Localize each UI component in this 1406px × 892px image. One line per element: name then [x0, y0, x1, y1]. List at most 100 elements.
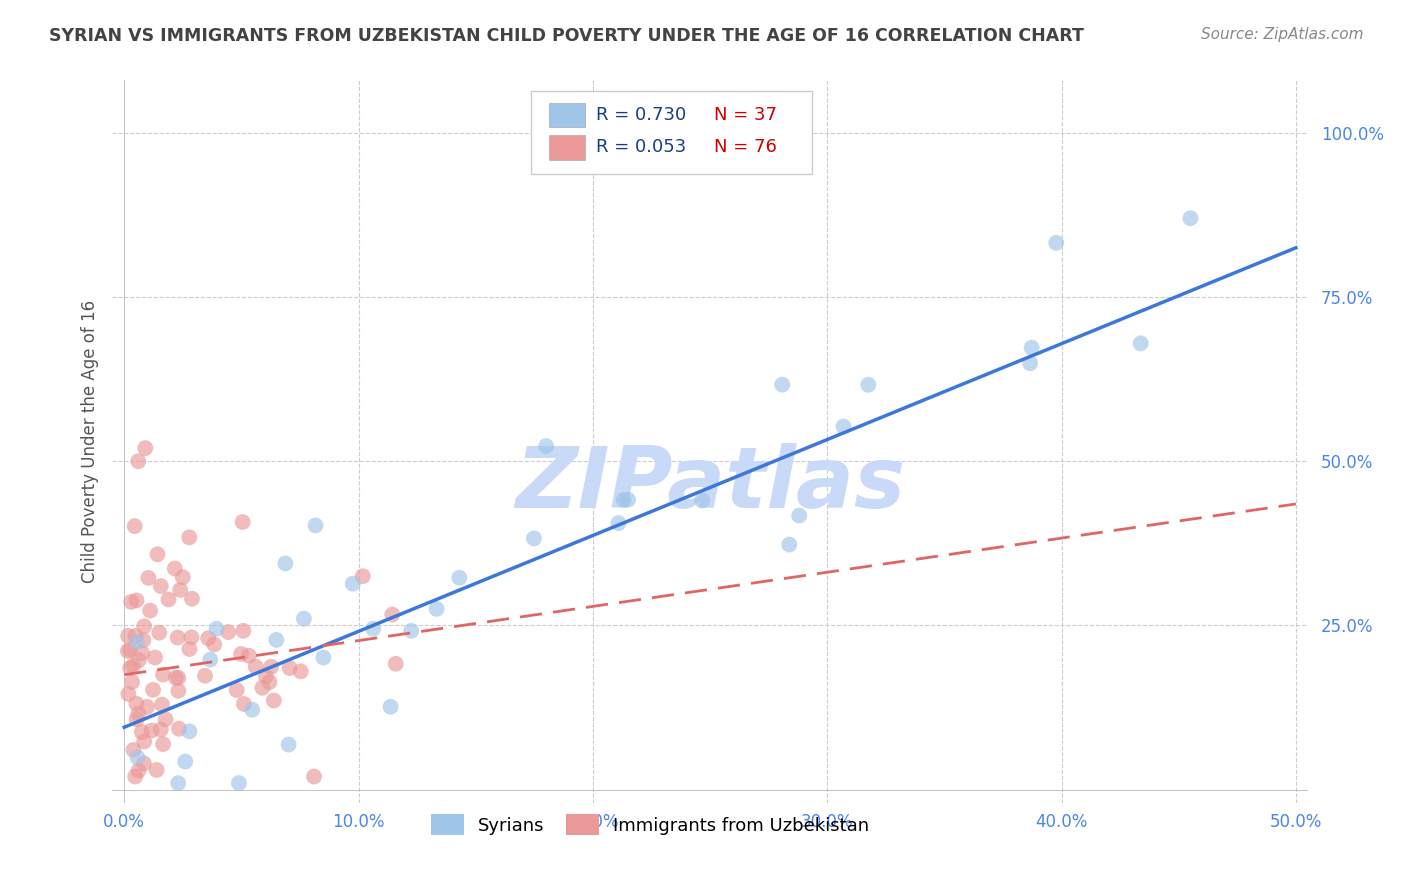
Point — [613, 492, 636, 507]
Point — [149, 723, 172, 737]
Point — [778, 537, 800, 551]
Point — [617, 492, 640, 507]
Point — [120, 661, 142, 675]
Text: R = 0.053: R = 0.053 — [596, 138, 686, 156]
Point — [143, 650, 166, 665]
Text: R = 0.730: R = 0.730 — [596, 106, 686, 124]
Text: N = 37: N = 37 — [714, 106, 776, 124]
Point — [277, 738, 299, 752]
Point — [127, 750, 149, 764]
Point — [141, 723, 163, 738]
Point — [342, 576, 364, 591]
Point — [167, 722, 190, 736]
Point — [197, 632, 219, 646]
Point — [1180, 211, 1202, 226]
Point — [179, 530, 201, 544]
Point — [128, 653, 150, 667]
Text: Source: ZipAtlas.com: Source: ZipAtlas.com — [1201, 27, 1364, 42]
Point — [169, 582, 191, 597]
Point — [127, 454, 149, 468]
Point — [125, 697, 148, 711]
Point — [122, 658, 145, 673]
Point — [449, 571, 471, 585]
FancyBboxPatch shape — [548, 136, 585, 160]
Point — [254, 669, 277, 683]
Point — [152, 667, 174, 681]
Point — [134, 734, 156, 748]
Point — [232, 697, 254, 711]
Point — [139, 604, 162, 618]
Point — [167, 671, 190, 685]
Point — [202, 637, 225, 651]
Point — [167, 776, 190, 790]
Point — [128, 764, 150, 778]
Point — [302, 770, 325, 784]
Point — [165, 671, 187, 685]
Point — [690, 493, 713, 508]
Point — [787, 508, 810, 523]
Point — [138, 571, 160, 585]
Point — [229, 647, 252, 661]
Text: SYRIAN VS IMMIGRANTS FROM UZBEKISTAN CHILD POVERTY UNDER THE AGE OF 16 CORRELATI: SYRIAN VS IMMIGRANTS FROM UZBEKISTAN CHI… — [49, 27, 1084, 45]
FancyBboxPatch shape — [531, 91, 811, 174]
Point — [132, 756, 155, 771]
Point — [278, 661, 301, 675]
Point — [150, 698, 173, 712]
Point — [1019, 356, 1042, 370]
Point — [259, 675, 281, 690]
Point — [136, 699, 159, 714]
Text: ZIPatlas: ZIPatlas — [515, 443, 905, 526]
Point — [381, 607, 404, 622]
Point — [181, 591, 204, 606]
Point — [200, 653, 222, 667]
Point — [232, 624, 254, 638]
Point — [179, 724, 201, 739]
Point — [384, 657, 406, 671]
Point — [146, 547, 169, 561]
Point — [260, 659, 283, 673]
Point — [124, 519, 146, 533]
Point — [121, 674, 143, 689]
Point — [127, 706, 149, 721]
Point — [380, 699, 402, 714]
Point — [534, 439, 557, 453]
Point — [232, 515, 254, 529]
Point — [148, 625, 170, 640]
Point — [399, 624, 422, 638]
Y-axis label: Child Poverty Under the Age of 16: Child Poverty Under the Age of 16 — [80, 300, 98, 583]
Point — [274, 557, 297, 571]
Point — [134, 619, 156, 633]
Point — [205, 622, 228, 636]
Point — [217, 625, 239, 640]
FancyBboxPatch shape — [548, 103, 585, 128]
Point — [149, 579, 172, 593]
Point — [125, 593, 148, 607]
Point — [179, 642, 201, 657]
Point — [157, 592, 180, 607]
Point — [167, 683, 190, 698]
Point — [120, 595, 142, 609]
Point — [832, 419, 855, 434]
Point — [132, 633, 155, 648]
Point — [292, 611, 315, 625]
Point — [125, 712, 148, 726]
Point — [163, 561, 186, 575]
Point — [194, 669, 217, 683]
Legend: Syrians, Immigrants from Uzbekistan: Syrians, Immigrants from Uzbekistan — [422, 805, 879, 845]
Point — [174, 755, 197, 769]
Point — [180, 630, 202, 644]
Point — [312, 650, 335, 665]
Point — [266, 632, 288, 647]
Point — [125, 634, 148, 648]
Point — [117, 644, 139, 658]
Point — [304, 518, 326, 533]
Point — [426, 602, 449, 616]
Point — [263, 693, 285, 707]
Point — [1021, 341, 1043, 355]
Text: N = 76: N = 76 — [714, 138, 776, 156]
Point — [166, 631, 188, 645]
Point — [172, 570, 194, 584]
Point — [122, 743, 145, 757]
Point — [124, 770, 146, 784]
Point — [117, 687, 139, 701]
